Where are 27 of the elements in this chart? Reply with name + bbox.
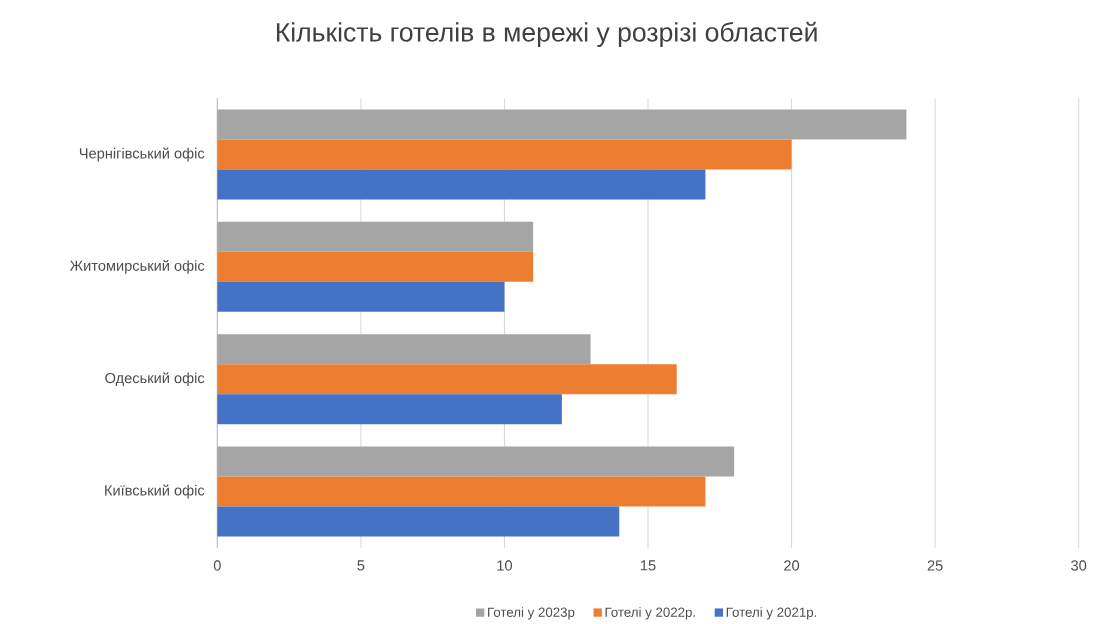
- chart-title: Кількість готелів в мережі у розрізі областей: [276, 21, 817, 47]
- bar: [217, 446, 735, 477]
- bar: [217, 139, 792, 170]
- bar: [217, 506, 620, 537]
- bar: [217, 251, 534, 282]
- x-tick-label: 10: [497, 560, 512, 571]
- x-tick-label: 5: [357, 560, 365, 571]
- legend-label: Готелі у 2021р.: [726, 607, 817, 620]
- y-tick-label: Київський офіс: [105, 484, 205, 499]
- bar: [217, 476, 706, 507]
- bar: [217, 281, 505, 312]
- bar: [217, 221, 534, 252]
- y-tick-label: Одеський офіс: [105, 372, 205, 387]
- bar: [217, 394, 562, 425]
- y-tick-label: Житомирський офіс: [69, 259, 205, 274]
- y-tick-label: Чернігівський офіс: [79, 147, 205, 162]
- legend-label: Готелі у 2022р.: [605, 607, 695, 620]
- legend-label: Готелі у 2023р: [488, 607, 575, 620]
- x-tick-label: 30: [1071, 560, 1087, 571]
- bar: [217, 334, 591, 365]
- x-tick-label: 20: [784, 560, 800, 571]
- x-tick-label: 0: [213, 560, 221, 571]
- bar: [217, 364, 677, 395]
- x-tick-label: 15: [640, 560, 656, 571]
- bar: [217, 109, 907, 140]
- x-tick-label: 25: [927, 560, 943, 571]
- bar: [217, 169, 706, 200]
